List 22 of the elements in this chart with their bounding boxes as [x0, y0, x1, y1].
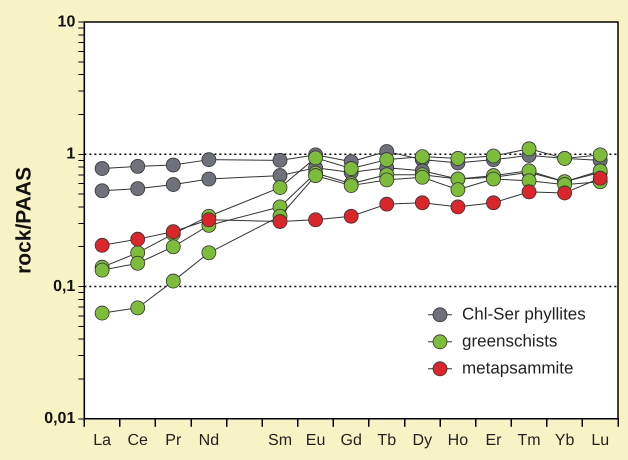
x-tick-label: Gd — [340, 432, 362, 449]
x-tick-label: La — [93, 432, 112, 449]
x-tick-label: Lu — [591, 432, 610, 449]
y-tick-label: 0,01 — [44, 410, 76, 428]
x-tick-label: Eu — [306, 432, 326, 449]
y-tick-label: 1 — [66, 146, 76, 163]
x-tick-label: Yb — [554, 432, 575, 449]
y-axis-title: rock/PAAS — [12, 166, 36, 274]
x-tick-label: Nd — [198, 432, 220, 449]
legend-label: metapsammite — [462, 358, 574, 378]
x-tick-label: Pr — [165, 432, 182, 449]
x-tick-label: Dy — [412, 432, 432, 449]
x-tick-label: Sm — [268, 432, 292, 449]
x-tick-label: Er — [485, 432, 502, 449]
y-tick-label: 0,1 — [53, 278, 76, 295]
x-tick-label: Ho — [448, 432, 468, 449]
legend-label: Chl-Ser phyllites — [462, 304, 586, 324]
x-tick-label: Tm — [518, 432, 541, 449]
x-tick-label: Tb — [377, 432, 396, 449]
x-tick-label: Ce — [127, 432, 148, 449]
legend-label: greenschists — [462, 331, 558, 350]
y-tick-label: 10 — [58, 13, 76, 30]
